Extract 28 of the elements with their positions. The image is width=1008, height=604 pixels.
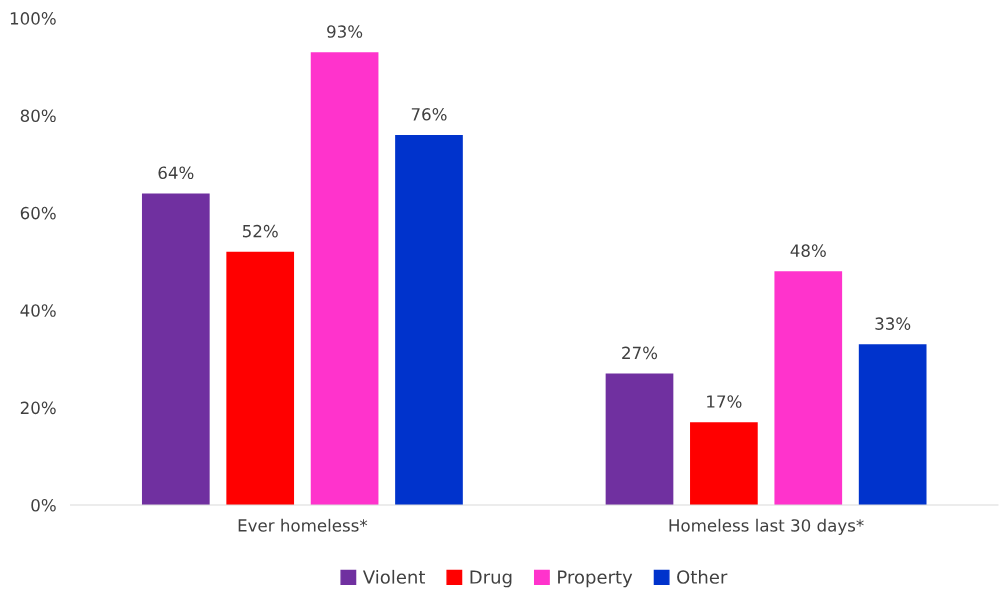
x-tick-label: Homeless last 30 days* [669,518,864,535]
y-tick-label: 20% [20,401,56,415]
data-label: 17% [707,395,742,408]
legend-label: Drug [470,570,512,588]
data-label: 33% [875,317,911,330]
y-tick-label: 100% [10,12,56,25]
bar [774,271,843,505]
bar [605,373,674,505]
data-label: 52% [242,224,278,238]
bar [395,134,463,505]
y-tick-label: 0% [31,498,56,512]
data-label: 27% [622,346,658,360]
data-label: 93% [327,25,363,38]
y-tick-label: 60% [20,206,56,220]
legend-label: Violent [362,569,426,584]
x-tick-label: Ever homeless* [238,518,368,532]
legend-label: Property [558,570,633,588]
bar [310,52,379,505]
data-label: 64% [158,166,194,180]
y-tick-label: 40% [20,304,56,317]
bar [226,251,295,505]
bar [858,344,927,505]
bar [690,422,758,505]
legend-label: Other [677,569,728,584]
bar [141,193,210,505]
y-tick-label: 80% [20,109,56,123]
data-label: 48% [790,244,826,257]
data-label: 76% [411,108,447,121]
